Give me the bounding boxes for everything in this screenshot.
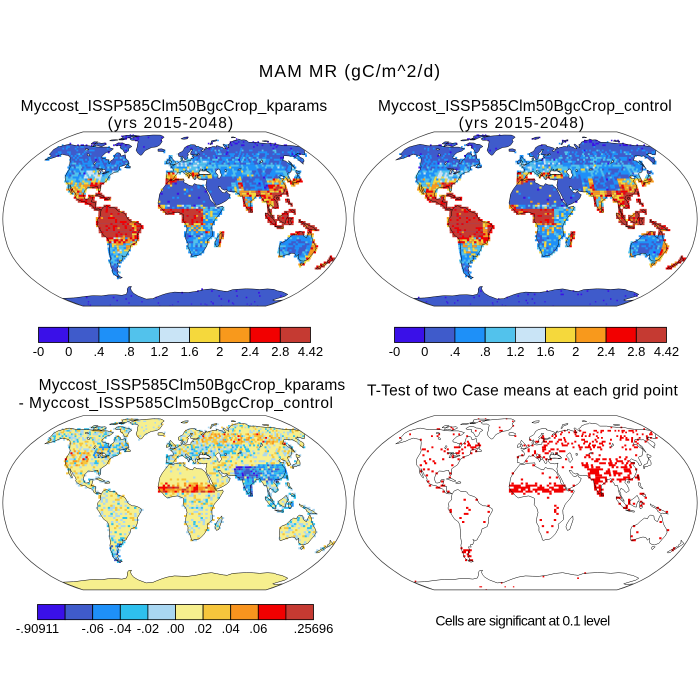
svg-text:Myccost_ISSP585Clm50BgcCrop_kp: Myccost_ISSP585Clm50BgcCrop_kparams xyxy=(21,98,328,115)
svg-text:Myccost_ISSP585Clm50BgcCrop_kp: Myccost_ISSP585Clm50BgcCrop_kparams xyxy=(39,377,346,394)
svg-text:-.02: -.02 xyxy=(137,621,159,636)
svg-text:-.06: -.06 xyxy=(81,621,103,636)
svg-text:4.42: 4.42 xyxy=(654,344,679,359)
svg-text:0: 0 xyxy=(65,344,72,359)
svg-text:2.4: 2.4 xyxy=(597,344,615,359)
svg-text:.00: .00 xyxy=(166,621,184,636)
svg-text:Cells are significant at 0.1 l: Cells are significant at 0.1 level xyxy=(435,613,610,629)
svg-text:-.90911: -.90911 xyxy=(16,621,59,636)
svg-text:2.4: 2.4 xyxy=(241,344,259,359)
svg-text:-0: -0 xyxy=(33,344,45,359)
svg-text:.02: .02 xyxy=(194,621,212,636)
svg-text:0: 0 xyxy=(421,344,428,359)
svg-text:2.8: 2.8 xyxy=(627,344,645,359)
svg-text:1.6: 1.6 xyxy=(537,344,555,359)
svg-text:-.04: -.04 xyxy=(109,621,131,636)
svg-text:1.2: 1.2 xyxy=(506,344,524,359)
svg-text:(yrs 2015-2048): (yrs 2015-2048) xyxy=(459,115,586,132)
svg-text:4.42: 4.42 xyxy=(298,344,323,359)
svg-text:(yrs 2015-2048): (yrs 2015-2048) xyxy=(108,115,235,132)
svg-text:2: 2 xyxy=(572,344,579,359)
svg-text:.4: .4 xyxy=(449,344,460,359)
svg-text:.8: .8 xyxy=(480,344,491,359)
svg-text:-0: -0 xyxy=(389,344,401,359)
svg-text:2.8: 2.8 xyxy=(271,344,289,359)
svg-text:.4: .4 xyxy=(93,344,104,359)
svg-text:2: 2 xyxy=(216,344,223,359)
svg-text:1.6: 1.6 xyxy=(181,344,199,359)
svg-text:Myccost_ISSP585Clm50BgcCrop_co: Myccost_ISSP585Clm50BgcCrop_control xyxy=(378,98,672,115)
svg-text:T-Test of two Case means at ea: T-Test of two Case means at each grid po… xyxy=(367,383,678,400)
svg-text:.25696: .25696 xyxy=(294,621,334,636)
svg-text:MAM MR (gC/m^2/d): MAM MR (gC/m^2/d) xyxy=(259,61,441,81)
svg-text:.06: .06 xyxy=(249,621,267,636)
svg-text:1.2: 1.2 xyxy=(150,344,168,359)
svg-text:- Myccost_ISSP585Clm50BgcCrop_: - Myccost_ISSP585Clm50BgcCrop_control xyxy=(19,395,334,412)
svg-text:.8: .8 xyxy=(124,344,135,359)
svg-text:.04: .04 xyxy=(222,621,240,636)
